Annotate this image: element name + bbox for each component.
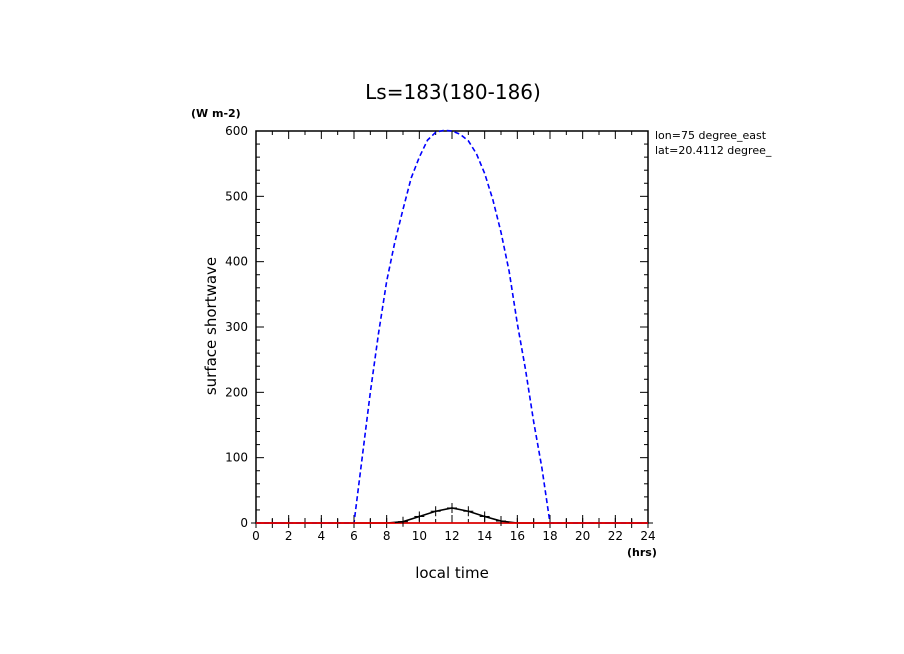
x-tick-label: 2	[285, 529, 293, 543]
y-tick-label: 100	[225, 451, 248, 465]
annotation-lat: lat=20.4112 degree_	[655, 144, 772, 157]
x-tick-label: 16	[510, 529, 525, 543]
series-line-0	[256, 129, 648, 524]
y-tick-label: 400	[225, 255, 248, 269]
y-tick-label: 300	[225, 320, 248, 334]
y-tick-label: 0	[240, 516, 248, 530]
x-tick-label: 14	[477, 529, 492, 543]
x-tick-label: 20	[575, 529, 590, 543]
x-unit-label: (hrs)	[627, 546, 657, 559]
x-tick-label: 8	[383, 529, 391, 543]
x-axis-label: local time	[415, 564, 489, 582]
x-tick-label: 24	[640, 529, 655, 543]
x-tick-label: 18	[542, 529, 557, 543]
y-axis-label: surface shortwave	[202, 257, 220, 395]
plot-frame	[255, 130, 649, 524]
x-tick-label: 12	[444, 529, 459, 543]
x-tick-label: 4	[318, 529, 326, 543]
y-tick-label: 500	[225, 189, 248, 203]
x-tick-label: 10	[412, 529, 427, 543]
y-tick-label: 200	[225, 385, 248, 399]
chart-title: Ls=183(180-186)	[365, 80, 541, 104]
series-group	[251, 129, 653, 528]
y-unit-label: (W m-2)	[191, 107, 241, 120]
x-tick-label: 22	[608, 529, 623, 543]
annotation-lon: lon=75 degree_east	[655, 129, 767, 142]
x-tick-label: 6	[350, 529, 358, 543]
x-tick-label: 0	[252, 529, 260, 543]
y-tick-label: 600	[225, 124, 248, 138]
